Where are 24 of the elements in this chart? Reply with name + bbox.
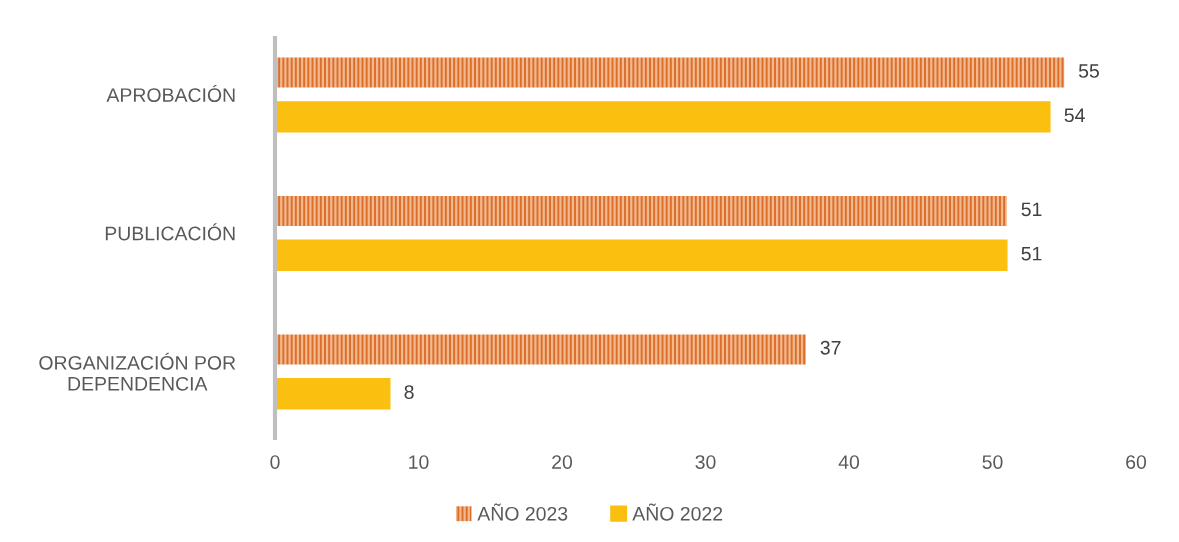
bar — [275, 377, 391, 410]
x-tick-label: 0 — [270, 455, 280, 469]
data-label: 54 — [1064, 108, 1085, 123]
bar — [275, 239, 1008, 272]
y-tick-label: APROBACIÓN — [106, 84, 235, 102]
bar — [275, 195, 1007, 227]
data-label: 51 — [1021, 246, 1042, 261]
data-label: 37 — [820, 340, 841, 355]
x-tick-label: 10 — [409, 455, 429, 469]
x-tick-label: 50 — [982, 455, 1003, 469]
bar — [275, 334, 806, 365]
x-tick-label: 60 — [1126, 455, 1147, 469]
bar — [275, 101, 1051, 133]
legend-label: AÑO 2022 — [632, 503, 723, 521]
data-label: 8 — [404, 385, 414, 399]
y-tick-label: PUBLICACIÓN — [105, 223, 235, 241]
bar — [275, 57, 1065, 88]
y-tick-label: ORGANIZACIÓN POR DEPENDENCIA — [39, 352, 236, 391]
data-label: 51 — [1021, 202, 1042, 217]
x-tick-label: 30 — [695, 455, 716, 469]
x-tick-label: 20 — [552, 455, 573, 469]
data-label: 55 — [1078, 64, 1099, 78]
legend-label: AÑO 2023 — [477, 503, 568, 521]
x-tick-label: 40 — [838, 455, 860, 469]
